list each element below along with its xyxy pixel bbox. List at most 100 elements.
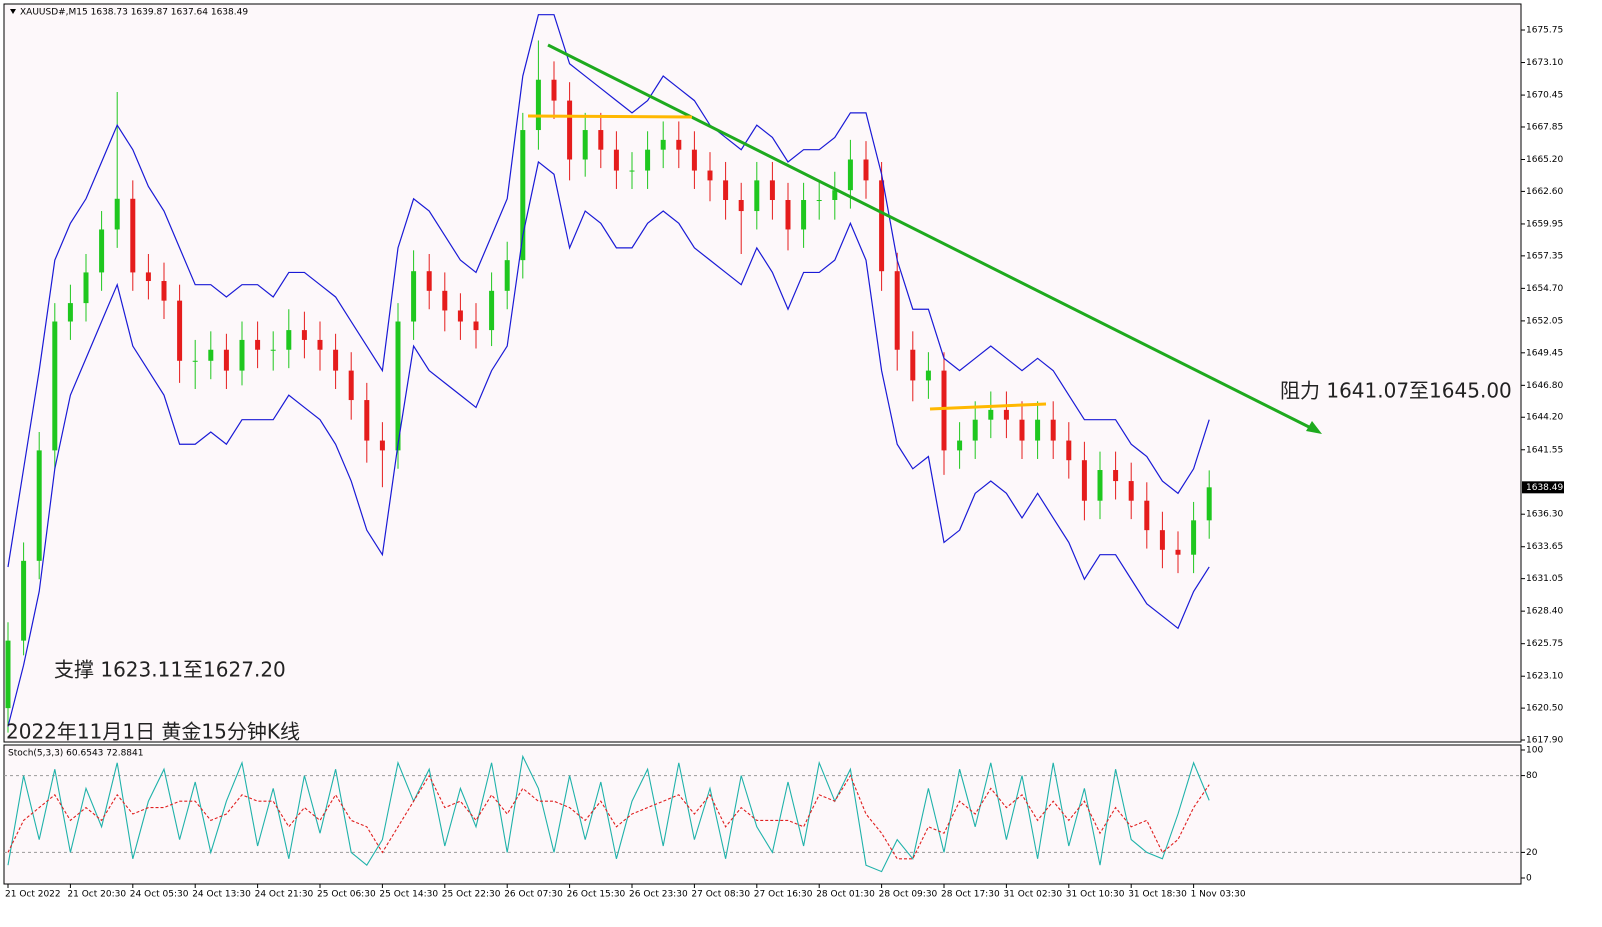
- x-tick-label: 25 Oct 06:30: [317, 890, 376, 900]
- x-tick-label: 27 Oct 08:30: [691, 890, 750, 900]
- symbol-title: XAUUSD#,M15 1638.73 1639.87 1637.64 1638…: [20, 8, 248, 18]
- candle-body: [832, 190, 838, 201]
- candle-body: [988, 409, 994, 420]
- y-tick-label: 1646.80: [1526, 381, 1563, 391]
- x-tick-label: 31 Oct 10:30: [1066, 890, 1125, 900]
- candle-body: [707, 170, 713, 181]
- price-marker: [1522, 481, 1564, 494]
- candle-body: [785, 200, 791, 230]
- y-tick-label: 1628.40: [1526, 607, 1563, 617]
- candle-body: [1191, 520, 1197, 555]
- candle-body: [863, 159, 869, 181]
- candle-body: [1035, 419, 1041, 441]
- candle-body: [613, 149, 619, 171]
- band-line: [7, 160, 1210, 727]
- candle-body: [910, 349, 916, 381]
- candle-body: [629, 170, 635, 172]
- x-tick-label: 21 Oct 20:30: [67, 890, 126, 900]
- y-tick-label: 20: [1526, 848, 1538, 858]
- x-tick-label: 28 Oct 09:30: [879, 890, 938, 900]
- candle-body: [645, 149, 651, 171]
- candle-body: [1003, 409, 1009, 420]
- resistance-marker: [527, 114, 693, 119]
- candle-body: [598, 130, 604, 150]
- candle-body: [286, 330, 292, 350]
- x-tick-label: 28 Oct 17:30: [941, 890, 1000, 900]
- candle-body: [925, 370, 931, 381]
- candle-body: [473, 321, 479, 331]
- candle-body: [99, 229, 105, 273]
- candle-body: [676, 139, 682, 150]
- candle-body: [364, 400, 370, 441]
- band-line: [7, 14, 1210, 568]
- x-tick-label: 26 Oct 07:30: [504, 890, 563, 900]
- y-tick-label: 1659.95: [1526, 219, 1563, 229]
- resistance-marker: [929, 402, 1047, 411]
- candle-body: [723, 180, 729, 201]
- candle-body: [301, 330, 307, 340]
- y-tick-label: 1649.45: [1526, 348, 1563, 358]
- y-tick-label: 1631.05: [1526, 574, 1563, 584]
- support-label: 支撑 1623.11至1627.20: [54, 658, 286, 682]
- y-tick-label: 1665.20: [1526, 155, 1563, 165]
- candle-body: [223, 349, 229, 371]
- x-tick-label: 31 Oct 18:30: [1128, 890, 1187, 900]
- y-tick-label: 1657.35: [1526, 251, 1563, 261]
- y-tick-label: 1654.70: [1526, 284, 1563, 294]
- candle-body: [1206, 487, 1212, 521]
- candle-body: [769, 180, 775, 201]
- candle-body: [379, 440, 385, 451]
- candle-body: [754, 180, 760, 212]
- main-plot: [3, 3, 1522, 743]
- candle-body: [879, 180, 885, 272]
- x-tick-label: 21 Oct 2022: [5, 890, 61, 900]
- y-tick-label: 100: [1526, 746, 1543, 756]
- candle-body: [1128, 481, 1134, 501]
- candle-body: [348, 370, 354, 401]
- y-tick-label: 1623.10: [1526, 672, 1563, 682]
- candle-body: [551, 79, 557, 101]
- candle-body: [83, 272, 89, 304]
- y-tick-label: 1644.20: [1526, 413, 1563, 423]
- y-tick-label: 1670.45: [1526, 91, 1563, 101]
- candle-body: [847, 159, 853, 191]
- candle-body: [801, 200, 807, 230]
- candle-body: [1144, 500, 1150, 531]
- candle-body: [395, 321, 401, 451]
- candle-body: [145, 272, 151, 282]
- candle-body: [411, 271, 417, 322]
- candle-body: [177, 300, 183, 361]
- candle-body: [816, 200, 822, 202]
- y-tick-label: 80: [1526, 771, 1538, 781]
- y-tick-label: 1673.10: [1526, 58, 1563, 68]
- candle-body: [1159, 530, 1165, 550]
- candle-body: [489, 290, 495, 331]
- candle-body: [457, 310, 463, 322]
- y-tick-label: 1675.75: [1526, 26, 1563, 36]
- candle-body: [114, 198, 120, 230]
- candle-body: [1019, 419, 1025, 441]
- y-tick-label: 0: [1526, 874, 1532, 884]
- candle-body: [192, 360, 198, 362]
- stoch-line: [7, 754, 1210, 873]
- candle-body: [255, 339, 261, 350]
- candle-body: [582, 130, 588, 160]
- x-tick-label: 24 Oct 05:30: [130, 890, 189, 900]
- candle-body: [333, 349, 339, 371]
- resistance-label: 阻力 1641.07至1645.00: [1280, 379, 1512, 403]
- candle-body: [691, 149, 697, 171]
- candle-body: [1097, 470, 1103, 501]
- candle-body: [1113, 470, 1119, 482]
- y-tick-label: 1662.60: [1526, 187, 1563, 197]
- candle-body: [1081, 460, 1087, 501]
- stoch-title: Stoch(5,3,3) 60.6543 72.8841: [8, 749, 143, 759]
- candle-body: [972, 419, 978, 441]
- candle-body: [1066, 440, 1072, 461]
- candle-body: [520, 130, 526, 261]
- marks: 1617.90 1620.50 1623.10 1625.75 1628.40 1631.…: [4, 14, 1564, 900]
- candle-body: [1175, 549, 1181, 555]
- y-tick-label: 1617.90: [1526, 736, 1563, 746]
- candle-body: [208, 349, 214, 361]
